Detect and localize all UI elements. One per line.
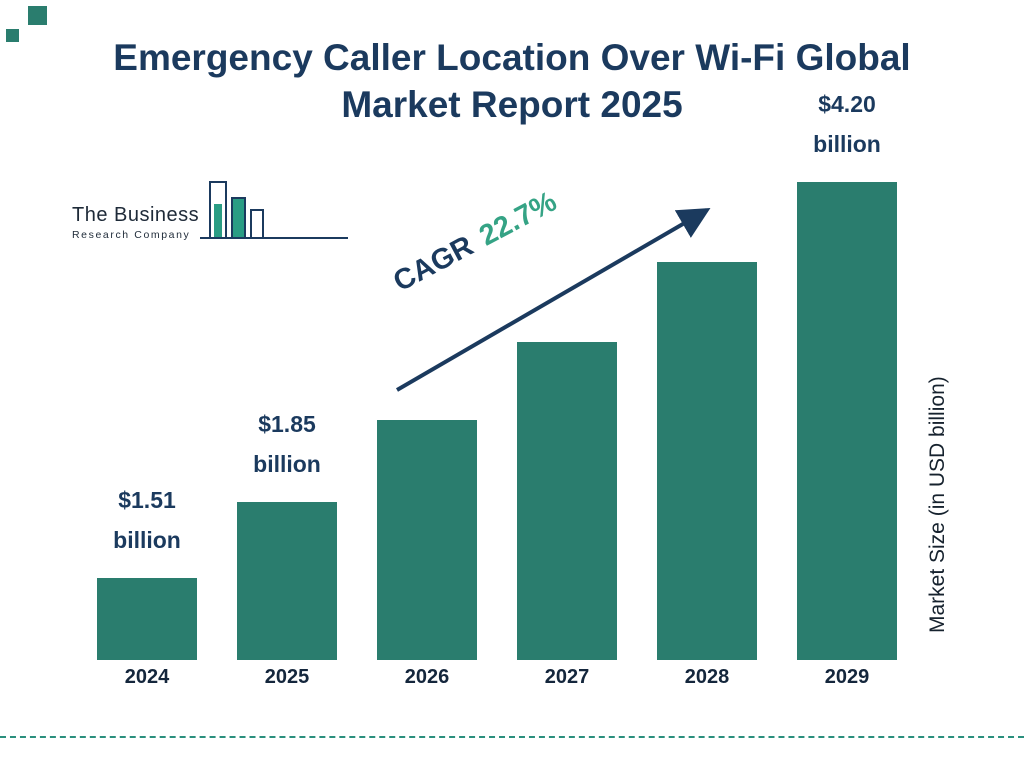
corner-square-icon xyxy=(28,6,47,25)
value-unit: billion xyxy=(113,527,181,553)
company-logo: The Business Research Company xyxy=(72,181,348,256)
company-logo-text: The Business Research Company xyxy=(72,204,199,241)
value-label-2024: $1.51 billion xyxy=(67,480,227,560)
bar-2028 xyxy=(657,262,757,660)
value-amount: $4.20 xyxy=(818,91,876,117)
bottom-dashed-divider xyxy=(0,736,1024,738)
value-amount: $1.51 xyxy=(118,487,176,513)
bar-2027 xyxy=(517,342,617,660)
value-label-2029: $4.20 billion xyxy=(767,84,927,164)
bar-2024 xyxy=(97,578,197,660)
bar-2026 xyxy=(377,420,477,660)
bar-chart-logo-icon xyxy=(200,178,350,255)
x-tick-label-2029: 2029 xyxy=(824,666,870,688)
value-label-2025: $1.85 billion xyxy=(207,404,367,484)
company-logo-name: The Business xyxy=(72,204,200,226)
bar-2025 xyxy=(237,502,337,660)
x-tick-label-2024: 2024 xyxy=(124,666,170,688)
x-tick-label-2025: 2025 xyxy=(264,666,310,688)
page-title-line2: Market Report 2025 xyxy=(341,84,683,125)
page-title-line1: Emergency Caller Location Over Wi-Fi Glo… xyxy=(113,37,911,78)
value-unit: billion xyxy=(813,131,881,157)
corner-square-icon xyxy=(6,29,19,42)
cagr-trend-arrow-icon xyxy=(395,207,711,392)
page-title: Emergency Caller Location Over Wi-Fi Glo… xyxy=(0,34,1024,128)
value-amount: $1.85 xyxy=(258,411,316,437)
x-tick-label-2026: 2026 xyxy=(404,666,450,688)
bar-2029 xyxy=(797,182,897,660)
value-unit: billion xyxy=(253,451,321,477)
company-logo-subtitle: Research Company xyxy=(72,229,191,241)
x-tick-label-2027: 2027 xyxy=(544,666,590,688)
x-tick-label-2028: 2028 xyxy=(684,666,730,688)
y-axis-label: Market Size (in USD billion) xyxy=(926,376,949,634)
